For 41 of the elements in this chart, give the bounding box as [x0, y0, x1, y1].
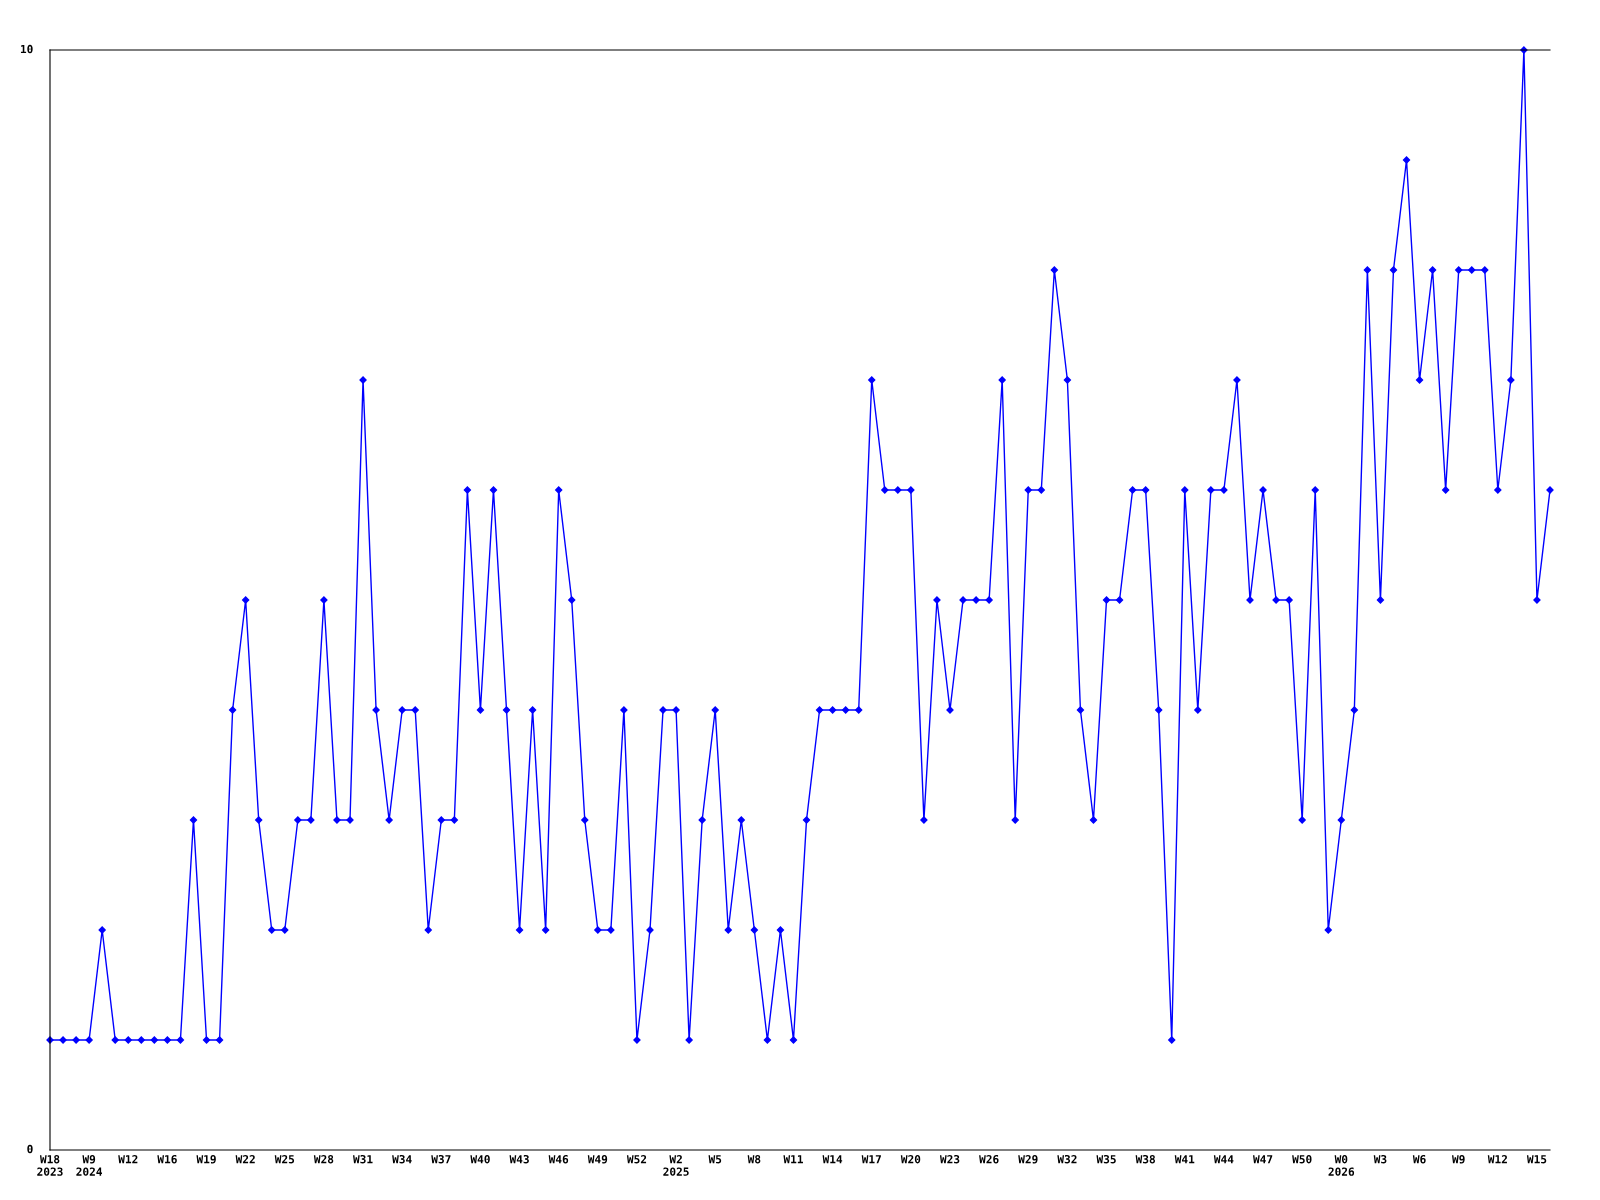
x-tick-label: W28	[313, 1155, 334, 1164]
y-tick-label: 10	[20, 44, 33, 54]
x-tick-label: W32	[1057, 1155, 1077, 1164]
x-tick-label: W17	[861, 1155, 881, 1164]
x-tick-label: W41	[1174, 1155, 1195, 1164]
x-tick-label: W52	[626, 1155, 647, 1164]
x-tick-label: W43	[509, 1155, 529, 1164]
x-tick-label: W38	[1135, 1155, 1155, 1164]
x-tick-label: W25	[274, 1155, 295, 1164]
x-tick-label: W31	[353, 1155, 373, 1164]
x-tick-label: W15	[1526, 1155, 1547, 1164]
x-tick-label: W35	[1096, 1155, 1116, 1164]
x-tick-label: W0 2026	[1328, 1155, 1355, 1176]
x-tick-label: W22	[235, 1155, 255, 1164]
x-tick-label: W18 2023	[37, 1155, 63, 1176]
x-tick-label: W6	[1412, 1155, 1426, 1164]
x-tick-label: W8	[747, 1155, 761, 1164]
x-tick-label: W12	[1487, 1155, 1507, 1164]
x-tick-label: W49	[587, 1155, 608, 1164]
x-tick-label: W46	[548, 1155, 569, 1164]
x-tick-label: W11	[783, 1155, 803, 1164]
x-tick-label: W37	[431, 1155, 451, 1164]
x-tick-label: W3	[1373, 1155, 1387, 1164]
x-tick-label: W20	[900, 1155, 921, 1164]
x-tick-label: W23	[939, 1155, 960, 1164]
x-tick-label: W16	[157, 1155, 177, 1164]
x-tick-label: W26	[979, 1155, 999, 1164]
x-tick-label: W34	[392, 1155, 412, 1164]
x-tick-label: W9 2024	[76, 1155, 103, 1176]
x-tick-label: W50	[1292, 1155, 1312, 1164]
x-tick-label: W9	[1452, 1155, 1465, 1164]
x-tick-label: W19	[196, 1155, 216, 1164]
x-tick-label: W12	[118, 1155, 138, 1164]
x-tick-label: W40	[470, 1155, 490, 1164]
x-tick-label: W44	[1213, 1155, 1234, 1164]
x-tick-label: W14	[822, 1155, 843, 1164]
y-tick-label: 0	[27, 1144, 33, 1154]
x-tick-label: W29	[1018, 1155, 1038, 1164]
x-tick-label: W5	[708, 1155, 722, 1164]
x-tick-label: W47	[1253, 1155, 1273, 1164]
x-tick-label: W2 2025	[663, 1155, 689, 1176]
